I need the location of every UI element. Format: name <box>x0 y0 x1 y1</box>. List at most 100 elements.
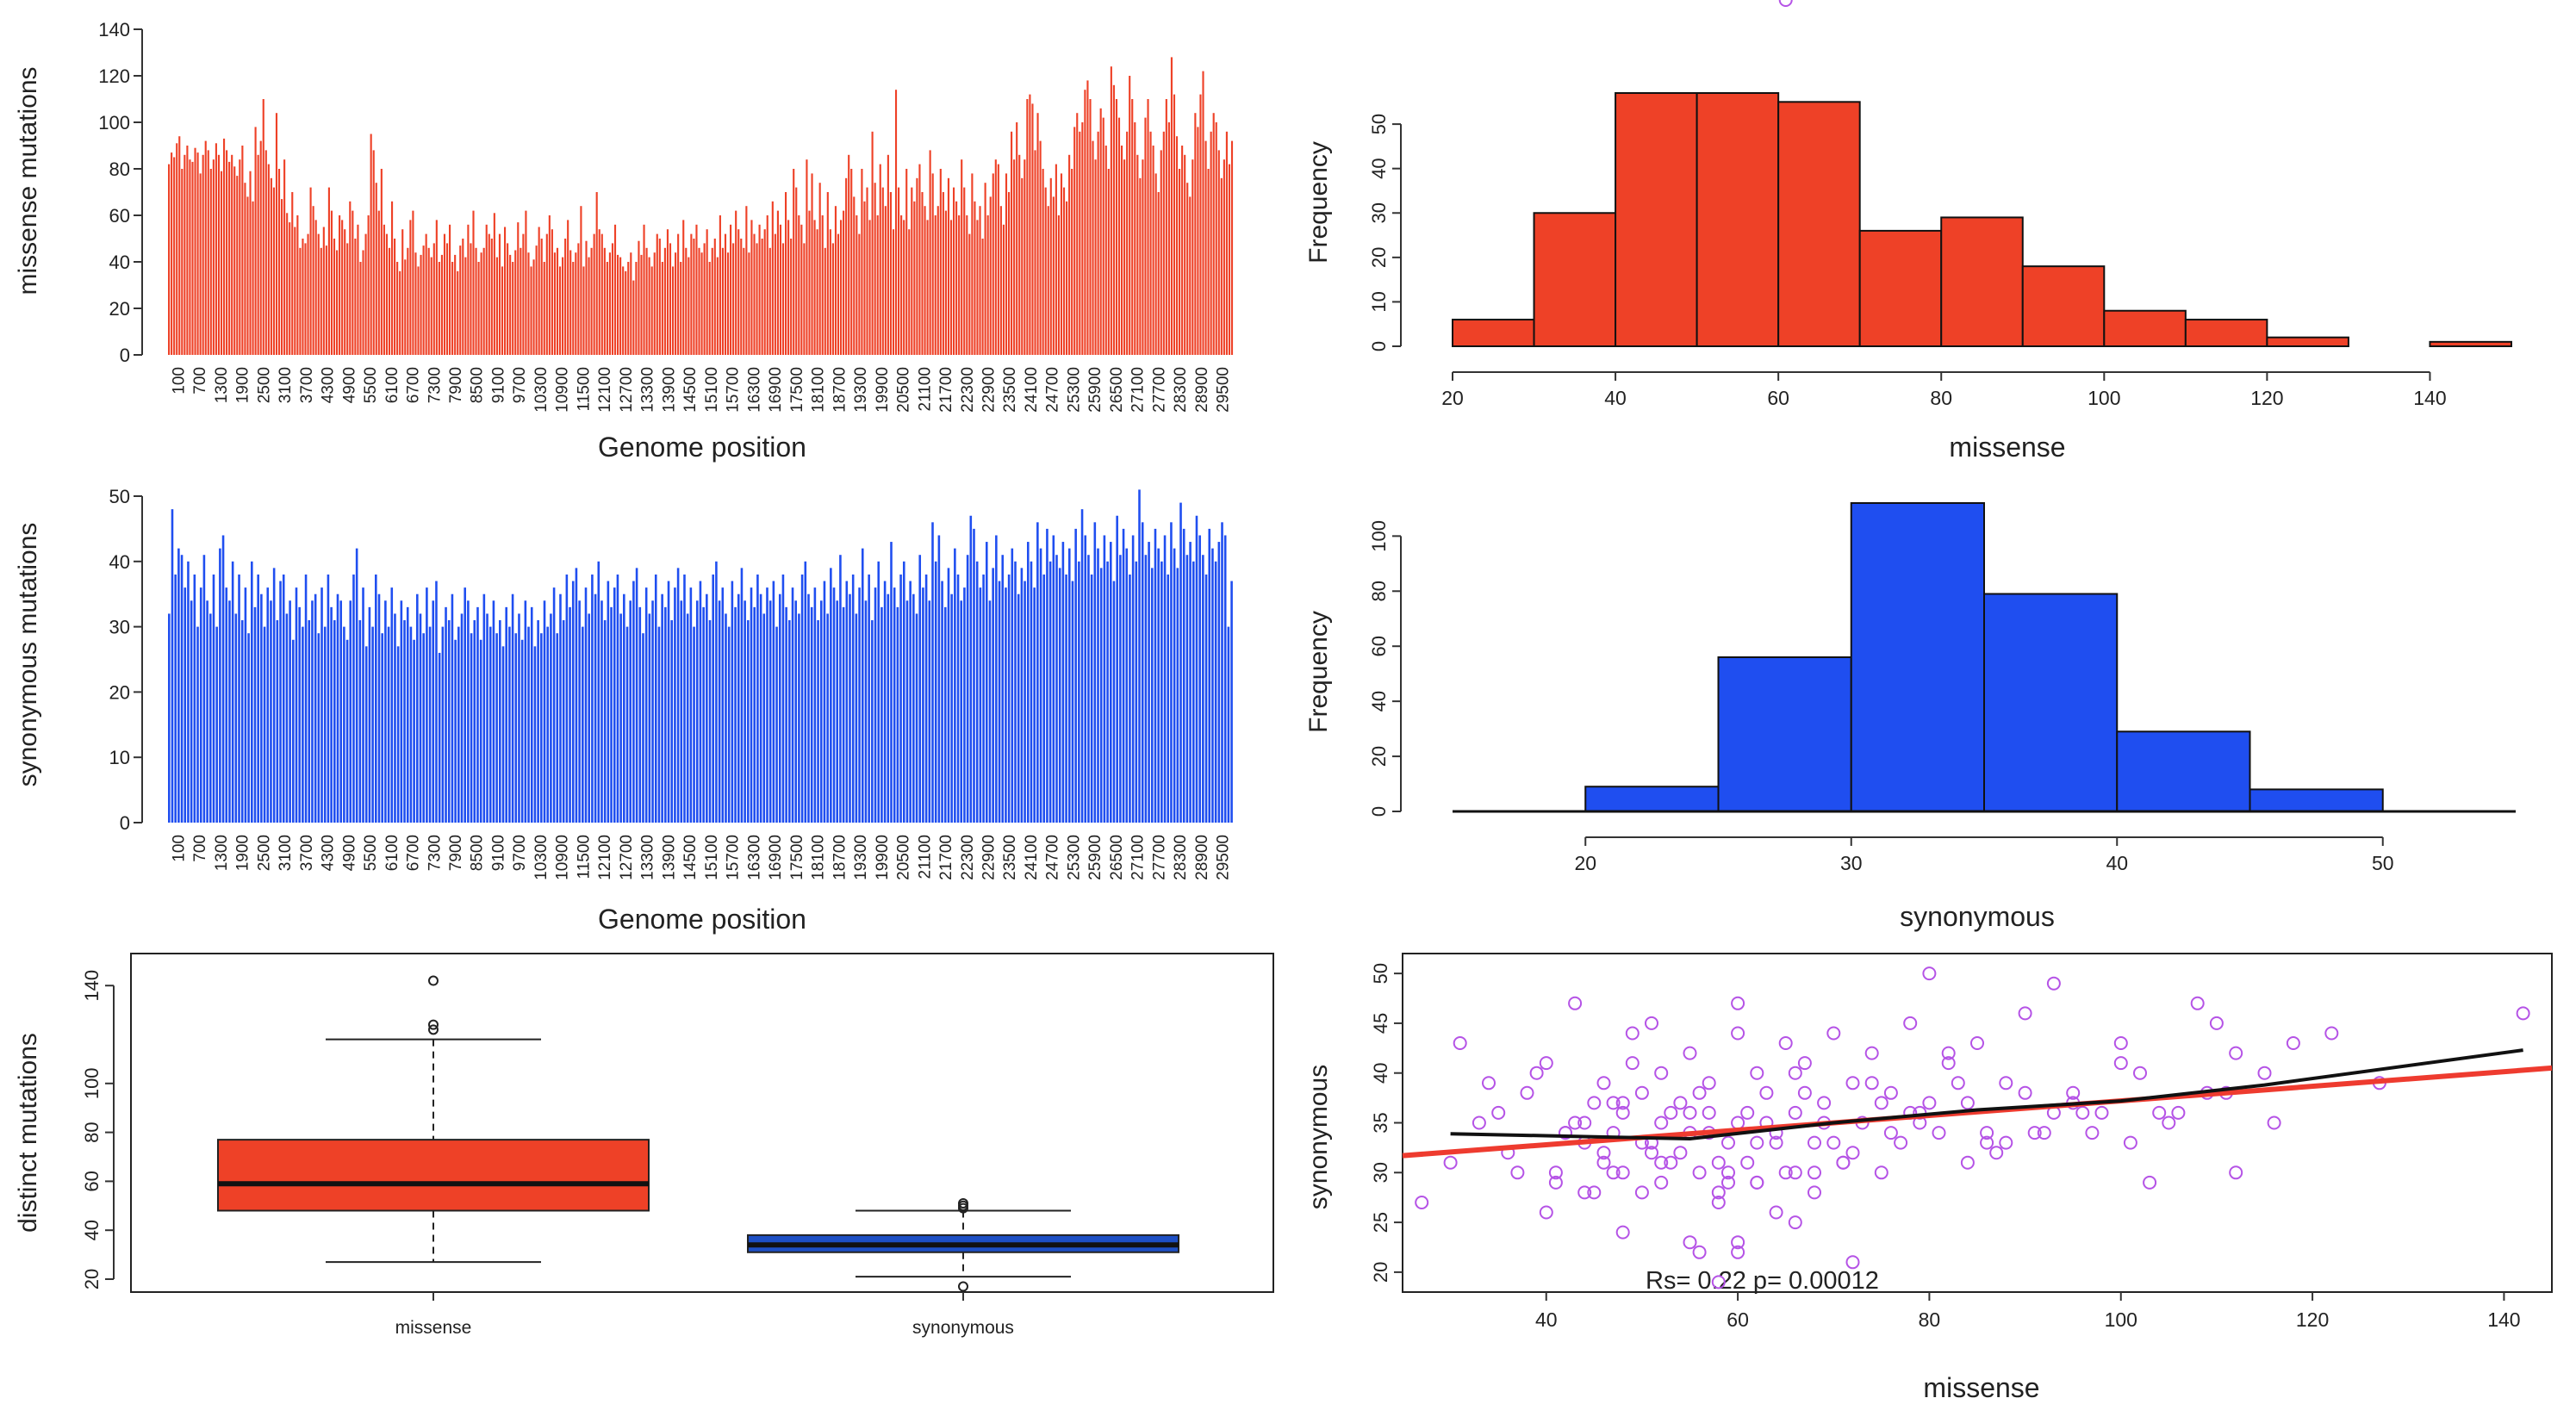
synonymous-bar-bar <box>759 593 762 823</box>
scatter-point <box>2027 1126 2042 1140</box>
missense-bar-bar <box>259 140 262 355</box>
synonymous-bar-bar <box>654 574 657 823</box>
synonymous-bar-x-tick-label: 27700 <box>1150 835 1168 880</box>
missense-bar-bar <box>314 220 317 355</box>
missense-bar-bar <box>690 233 693 355</box>
missense-hist-x-tick-label: 120 <box>2250 387 2283 409</box>
synonymous-bar-bar <box>339 600 342 823</box>
synonymous-bar-bar <box>202 555 206 823</box>
synonymous-bar-bar <box>320 587 323 823</box>
missense-bar-bar <box>1173 94 1176 355</box>
missense-bar-bar <box>472 210 475 355</box>
synonymous-bar-bar <box>766 587 768 823</box>
missense-bar-x-tick-label: 2500 <box>255 367 273 403</box>
missense-bar-bar <box>1194 113 1197 355</box>
synonymous-bar-x-tick-label: 27100 <box>1129 835 1148 880</box>
scatter-point <box>1615 1096 1630 1110</box>
synonymous-bar-bar <box>807 593 810 823</box>
missense-bar-bar <box>881 187 884 355</box>
synonymous-bar-bar <box>762 613 766 823</box>
synonymous-hist-bin <box>1983 593 2119 812</box>
synonymous-bar-bar <box>836 600 839 823</box>
missense-bar-bar <box>1104 146 1107 355</box>
synonymous-bar-bar <box>550 613 552 823</box>
synonymous-bar-bar <box>800 574 804 823</box>
missense-bar-bar <box>336 250 339 355</box>
scatter-point <box>1836 1155 1851 1170</box>
missense-bar-bar <box>1029 94 1031 355</box>
missense-bar-bar <box>462 239 464 355</box>
scatter-y-tick-label: 35 <box>1370 1112 1391 1133</box>
synonymous-bar-bar <box>1122 528 1125 823</box>
missense-bar-bar <box>283 159 286 355</box>
synonymous-bar-bar <box>190 600 193 823</box>
missense-bar-bar <box>420 254 422 355</box>
missense-bar-bar <box>430 257 432 355</box>
missense-bar-bar <box>713 239 716 355</box>
synonymous-bar-bar <box>413 639 415 823</box>
synonymous-bar-bar <box>718 600 721 823</box>
missense-bar-bar <box>477 262 480 355</box>
synonymous-bar-bar <box>1074 528 1077 823</box>
missense-bar-bar <box>377 210 380 355</box>
scatter-x-tick-label: 140 <box>2487 1308 2520 1331</box>
scatter-point <box>1769 1135 1783 1150</box>
missense-bar-bar <box>600 233 603 355</box>
missense-bar-bar <box>903 220 905 355</box>
boxplot-y-tick-label: 20 <box>81 1269 103 1289</box>
boxplot-outlier <box>958 1281 968 1292</box>
missense-bar-bar <box>1013 159 1016 355</box>
synonymous-bar-x-tick-label: 100 <box>170 835 188 862</box>
scatter-point <box>2046 976 2061 991</box>
missense-bar-bar <box>291 192 294 355</box>
scatter-point <box>2066 1085 2081 1100</box>
boxplot-outlier <box>428 975 439 986</box>
scatter-point <box>1759 1085 1774 1100</box>
synonymous-bar-bar <box>177 548 180 823</box>
synonymous-bar-bar <box>1097 548 1099 823</box>
missense-bar-bar <box>1175 136 1179 355</box>
missense-bar-bar <box>984 183 986 355</box>
synonymous-bar-bar <box>533 646 537 823</box>
missense-bar-bar <box>663 247 666 355</box>
missense-bar-bar <box>362 250 364 355</box>
synonymous-bar-bar <box>426 587 428 823</box>
synonymous-hist-x-tick-label: 40 <box>2106 852 2128 874</box>
synonymous-bar-bar <box>1039 548 1042 823</box>
scatter-point <box>1778 1165 1793 1180</box>
synonymous-bar-x-tick-label: 5500 <box>362 835 380 871</box>
synonymous-bar-bar <box>1144 555 1148 823</box>
missense-bar-x-tick-label: 13900 <box>660 367 678 413</box>
scatter-point <box>1548 1175 1563 1190</box>
synonymous-bar-bar <box>1067 548 1071 823</box>
synonymous-bar-bar <box>594 593 597 823</box>
synonymous-bar-bar <box>737 593 740 823</box>
synonymous-bar-bar <box>973 528 975 823</box>
missense-bar-bar <box>296 215 299 355</box>
synonymous-bar-bar <box>479 639 482 823</box>
synonymous-bar-x-tick-label: 8500 <box>469 835 487 871</box>
synonymous-bar-bar <box>845 581 849 823</box>
missense-bar-bar <box>449 224 451 355</box>
synonymous-bar-bar <box>905 600 909 823</box>
synonymous-bar-bar <box>893 587 896 823</box>
synonymous-bar-bar <box>584 587 588 823</box>
scatter-x-tick-label: 60 <box>1727 1308 1749 1331</box>
missense-bar-bar <box>249 171 252 355</box>
missense-bar-bar <box>756 243 758 355</box>
missense-bar-bar <box>239 159 241 355</box>
synonymous-bar-bar <box>638 606 642 823</box>
synonymous-bar-bar <box>1217 542 1221 823</box>
synonymous-bar-bar <box>969 515 973 823</box>
missense-bar-bar <box>577 243 580 355</box>
missense-bar-bar <box>703 243 706 355</box>
synonymous-bar-bar <box>505 606 507 823</box>
synonymous-bar-x-tick-label: 7900 <box>447 835 465 871</box>
missense-bar-bar <box>409 220 412 355</box>
missense-bar-x-tick-label: 13300 <box>639 367 657 413</box>
missense-bar-bar <box>677 233 680 355</box>
synonymous-bar-bar <box>285 613 289 823</box>
synonymous-bar-bar <box>187 561 190 823</box>
synonymous-bar-bar <box>219 548 221 823</box>
scatter-point <box>1826 1026 1841 1041</box>
